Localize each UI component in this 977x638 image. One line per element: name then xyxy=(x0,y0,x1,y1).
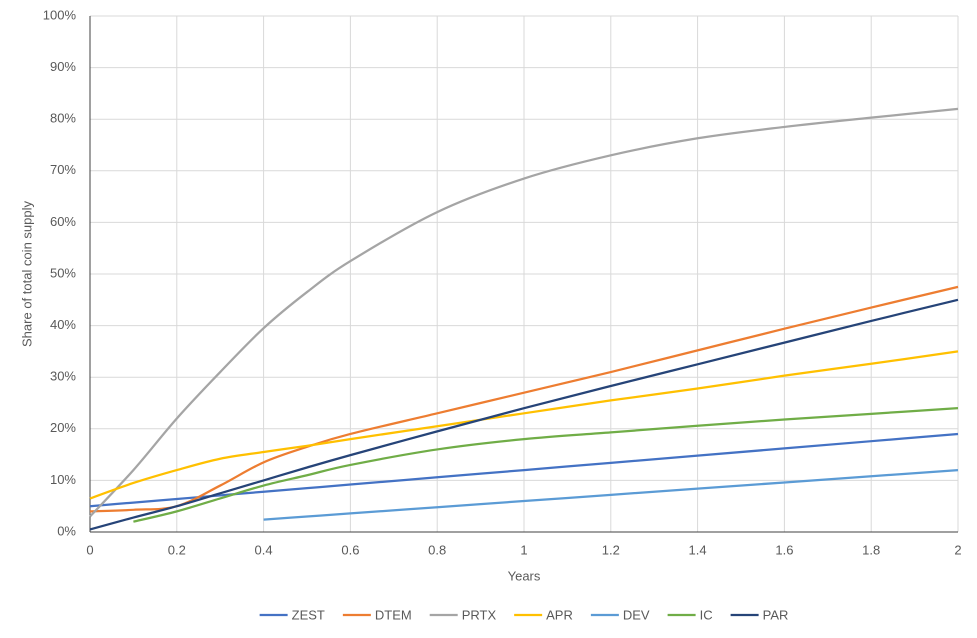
series-line xyxy=(89,350,959,500)
y-tick-label: 40% xyxy=(50,317,76,332)
x-tick-label: 1.4 xyxy=(689,542,707,557)
legend-label: DTEM xyxy=(375,607,412,622)
series-line xyxy=(89,298,959,531)
legend-label: PRTX xyxy=(462,607,497,622)
x-tick-label: 1.8 xyxy=(862,542,880,557)
legend-label: APR xyxy=(546,607,573,622)
y-tick-label: 80% xyxy=(50,111,76,126)
y-tick-label: 50% xyxy=(50,265,76,280)
y-tick-label: 90% xyxy=(50,59,76,74)
legend: ZEST DTEM PRTX APR DEV IC PAR xyxy=(259,607,789,622)
legend-label: PAR xyxy=(763,607,789,622)
series-line xyxy=(133,407,959,523)
x-axis-title: Years xyxy=(508,568,541,583)
series-line xyxy=(89,285,959,513)
y-axis-title: Share of total coin supply xyxy=(19,201,34,347)
x-tick-label: 0.4 xyxy=(255,542,273,557)
legend-label: DEV xyxy=(623,607,650,622)
series-line xyxy=(89,432,959,508)
y-tick-label: 70% xyxy=(50,162,76,177)
x-tick-label: 1 xyxy=(520,542,527,557)
y-tick-label: 100% xyxy=(43,7,77,22)
series-line xyxy=(263,468,959,521)
y-tick-label: 10% xyxy=(50,472,76,487)
y-tick-label: 60% xyxy=(50,214,76,229)
y-tick-label: 30% xyxy=(50,369,76,384)
series-line xyxy=(89,107,959,518)
x-tick-label: 0 xyxy=(86,542,93,557)
x-tick-label: 0.6 xyxy=(341,542,359,557)
y-tick-label: 20% xyxy=(50,420,76,435)
x-tick-label: 1.2 xyxy=(602,542,620,557)
x-tick-label: 0.8 xyxy=(428,542,446,557)
y-tick-label: 0% xyxy=(57,523,76,538)
legend-label: ZEST xyxy=(292,607,325,622)
legend-label: IC xyxy=(700,607,713,622)
x-tick-label: 2 xyxy=(954,542,961,557)
x-tick-label: 1.6 xyxy=(775,542,793,557)
x-tick-label: 0.2 xyxy=(168,542,186,557)
